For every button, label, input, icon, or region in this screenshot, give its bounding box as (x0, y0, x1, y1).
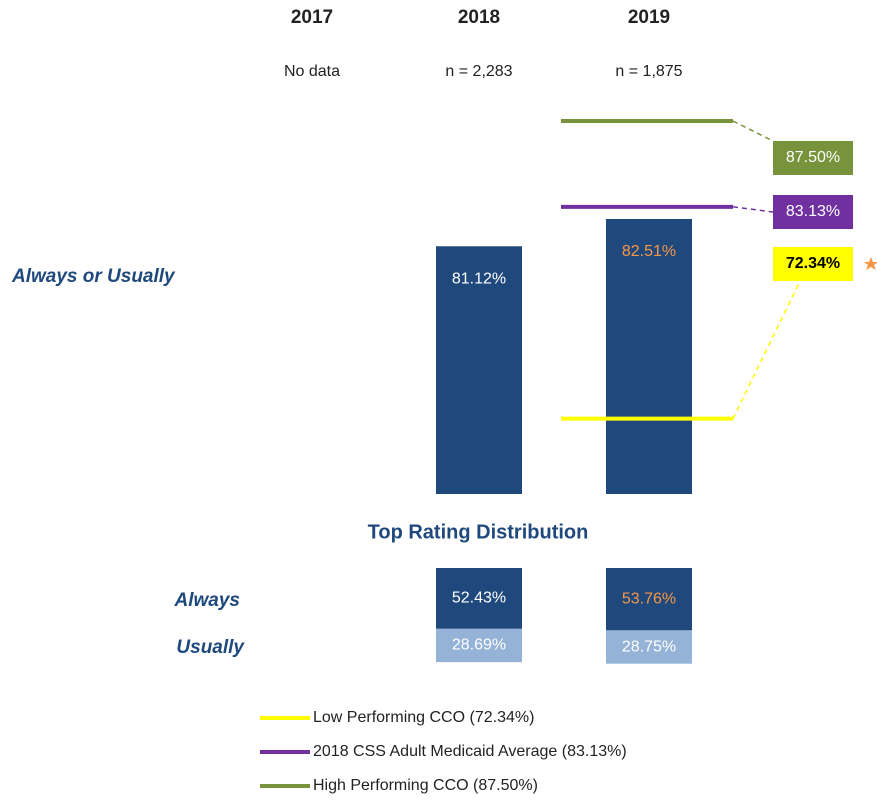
distribution-bar (606, 568, 692, 631)
value-label: 81.12% (452, 270, 506, 287)
row-label: Always or Usually (11, 266, 176, 287)
distribution-row-label: Always (174, 590, 240, 611)
reference-label: 83.13% (786, 203, 840, 220)
bar (436, 246, 522, 494)
sample-size: No data (284, 63, 340, 80)
reference-box (773, 195, 853, 229)
distribution-title: Top Rating Distribution (368, 521, 589, 543)
distribution-value: 28.75% (622, 638, 676, 655)
year-label: 2018 (458, 7, 500, 28)
distribution-value: 52.43% (452, 590, 506, 607)
bar (606, 218, 692, 494)
value-label: 82.51% (622, 243, 676, 260)
connector (732, 280, 801, 419)
connector (732, 206, 774, 213)
distribution-row-label: Usually (176, 637, 245, 658)
distribution-value: 53.76% (622, 590, 676, 607)
distribution-bar (436, 628, 522, 663)
reference-box (773, 141, 853, 175)
legend-label: 2018 CSS Adult Medicaid Average (83.13%) (313, 743, 627, 760)
reference-label: 87.50% (786, 149, 840, 166)
distribution-bar (606, 630, 692, 664)
distribution-bar (436, 568, 522, 629)
sample-size: n = 2,283 (445, 63, 512, 80)
reference-box (773, 247, 853, 281)
distribution-value: 28.69% (452, 637, 506, 654)
year-label: 2019 (628, 7, 670, 28)
star-icon (864, 257, 877, 270)
legend-label: High Performing CCO (87.50%) (313, 777, 538, 794)
connector (732, 120, 774, 142)
sample-size: n = 1,875 (615, 63, 682, 80)
year-label: 2017 (291, 7, 333, 28)
reference-label: 72.34% (786, 255, 840, 272)
legend-label: Low Performing CCO (72.34%) (313, 709, 534, 726)
